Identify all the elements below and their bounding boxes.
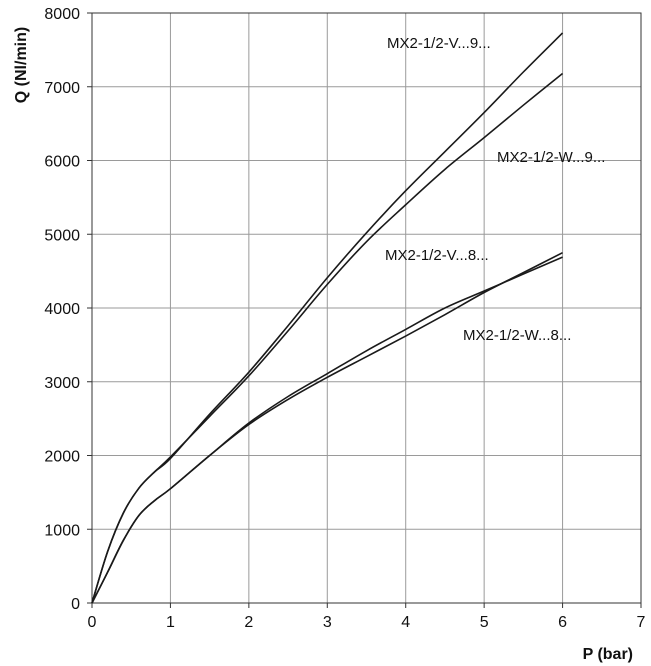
series-labels: MX2-1/2-V...9... MX2-1/2-W...9... MX2-1/2-… (385, 35, 605, 344)
series-line-2 (91, 72, 564, 604)
y-tick-label: 7000 (44, 80, 80, 97)
x-tick-label: 3 (323, 614, 332, 631)
y-tick-label: 4000 (44, 301, 80, 318)
y-tick-label: 5000 (44, 227, 80, 244)
y-axis-title: Q (Nl/min) (13, 27, 30, 103)
series-line-4 (91, 256, 563, 604)
x-tick-label: 6 (558, 614, 567, 631)
x-tick-label: 1 (166, 614, 175, 631)
y-tick-label: 8000 (44, 6, 80, 23)
series-label-1: MX2-1/2-V...9... (387, 35, 491, 52)
y-tick-label: 3000 (44, 375, 80, 392)
x-axis-title: P (bar) (583, 646, 633, 663)
y-tick-label: 6000 (44, 154, 80, 171)
x-axis-ticks: 0 1 2 3 4 5 6 7 (88, 603, 646, 631)
y-tick-label: 1000 (44, 522, 80, 539)
x-tick-label: 5 (480, 614, 489, 631)
series-lines (91, 32, 564, 604)
x-tick-label: 7 (637, 614, 646, 631)
x-tick-label: 2 (244, 614, 253, 631)
y-tick-label: 2000 (44, 449, 80, 466)
series-label-3: MX2-1/2-V...8... (385, 247, 489, 264)
y-axis-ticks: 0 1000 2000 3000 4000 5000 6000 7000 8000 (44, 6, 92, 613)
series-label-2: MX2-1/2-W...9... (497, 149, 605, 166)
series-label-4: MX2-1/2-W...8... (463, 327, 571, 344)
x-tick-label: 0 (88, 614, 97, 631)
x-tick-label: 4 (401, 614, 410, 631)
y-tick-label: 0 (71, 596, 80, 613)
grid (92, 13, 641, 603)
